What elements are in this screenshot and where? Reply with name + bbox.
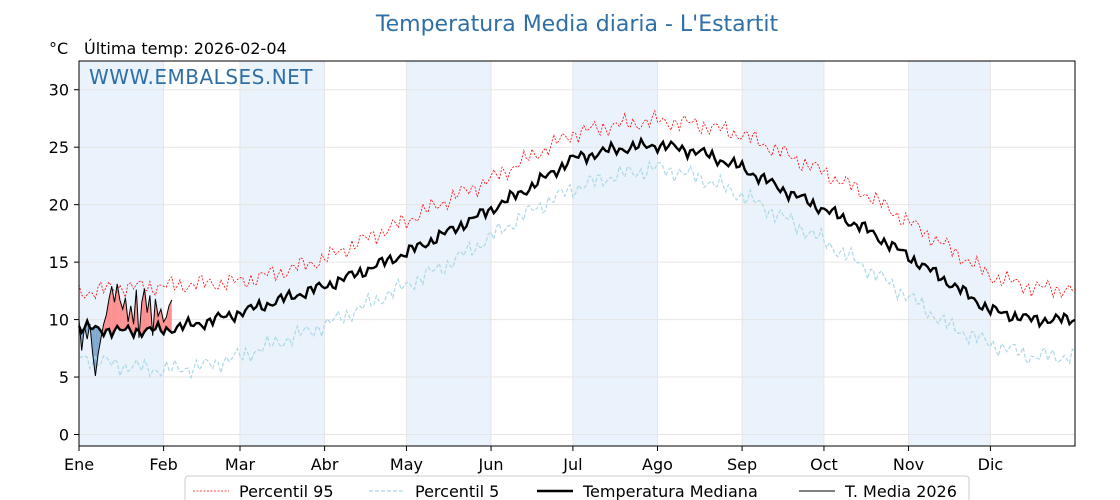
above-median-fill (147, 295, 150, 329)
x-tick-label: May (390, 455, 423, 474)
last-temp-label: Última temp: 2026-02-04 (84, 39, 287, 58)
month-shade-band (406, 61, 492, 446)
legend-label: T. Media 2026 (844, 482, 957, 500)
legend-label: Percentil 95 (239, 482, 334, 500)
plot-area: WWW.EMBALSES.NET (77, 60, 1076, 447)
y-tick-label: 10 (49, 311, 69, 330)
y-axis: 0 5 10 15 20 25 30 (49, 81, 79, 445)
watermark: WWW.EMBALSES.NET (89, 65, 313, 89)
legend: Percentil 95 Percentil 5 Temperatura Media… (184, 475, 970, 500)
y-tick-label: 25 (49, 138, 69, 157)
x-tick-label: Mar (225, 455, 256, 474)
month-shade-band (239, 61, 325, 446)
x-tick-label: Jul (562, 455, 582, 474)
above-median-fill (169, 300, 172, 333)
below-median-fill (98, 327, 101, 355)
above-median-fill (109, 286, 112, 337)
above-median-fill (160, 309, 164, 335)
x-axis: Ene Feb Mar Abr May Jun Jul Ago Sep Oct Nov Dic (64, 446, 1003, 474)
month-shade-band (79, 61, 164, 446)
above-median-fill (106, 298, 109, 330)
x-tick-label: Ene (64, 455, 94, 474)
anomaly-fills (79, 284, 172, 376)
grid-lines (78, 61, 1075, 446)
x-tick-label: Jun (478, 455, 504, 474)
above-median-fill (114, 284, 118, 331)
month-shade-band (908, 61, 991, 446)
month-shade-band (742, 61, 824, 446)
y-tick-label: 20 (49, 196, 69, 215)
plot-frame (78, 60, 1076, 447)
legend-label: Percentil 5 (415, 482, 499, 500)
series-line-percentil-95 (78, 109, 1076, 300)
x-tick-label: Oct (810, 455, 838, 474)
x-tick-label: Sep (727, 455, 757, 474)
below-median-fill (92, 326, 96, 376)
y-tick-label: 5 (59, 368, 69, 387)
series-lines (77, 109, 1076, 380)
x-tick-label: Abr (311, 455, 339, 474)
y-tick-label: 0 (59, 426, 69, 445)
y-tick-label: 30 (49, 81, 69, 100)
month-shade-band (572, 61, 658, 446)
series-line-current-year (78, 283, 173, 376)
above-median-fill (144, 288, 148, 332)
x-tick-label: Nov (893, 455, 924, 474)
above-median-fill (166, 305, 169, 331)
unit-label: °C (49, 39, 68, 58)
chart-title: Temperatura Media diaria - L'Estartit (375, 12, 779, 37)
legend-box (184, 475, 970, 500)
series-line-median (77, 136, 1076, 341)
x-tick-label: Dic (978, 455, 1004, 474)
below-median-fill (95, 326, 99, 376)
series-line-percentil-5 (78, 160, 1076, 380)
month-shading (79, 61, 991, 446)
above-median-fill (117, 284, 120, 330)
legend-label: Temperatura Mediana (582, 482, 758, 500)
x-tick-label: Ago (642, 455, 673, 474)
above-median-fill (122, 297, 126, 331)
x-tick-label: Feb (149, 455, 177, 474)
y-tick-label: 15 (49, 253, 69, 272)
